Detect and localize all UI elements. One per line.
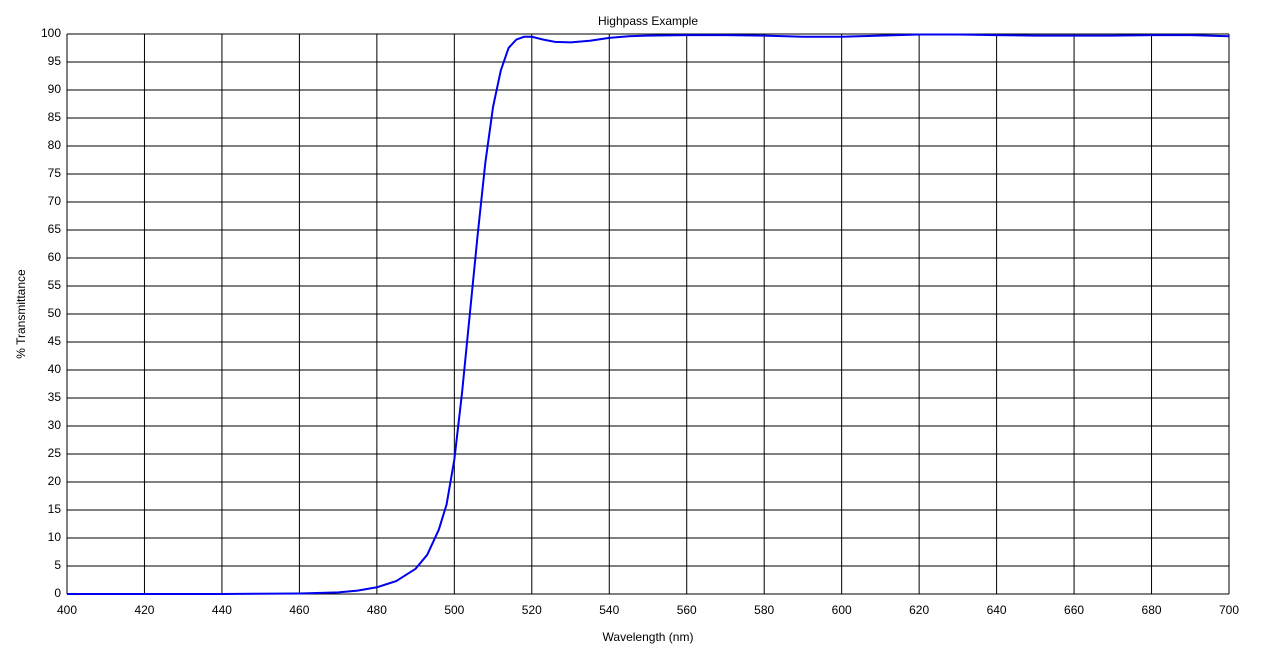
y-tick-label: 35 bbox=[48, 390, 62, 404]
y-tick-label: 90 bbox=[48, 82, 62, 96]
y-tick-label: 40 bbox=[48, 362, 62, 376]
y-tick-label: 75 bbox=[48, 166, 62, 180]
y-axis-label: % Transmittance bbox=[14, 269, 28, 359]
y-tick-label: 25 bbox=[48, 446, 62, 460]
x-tick-label: 500 bbox=[444, 603, 464, 617]
x-tick-label: 680 bbox=[1142, 603, 1162, 617]
y-tick-label: 5 bbox=[54, 558, 61, 572]
y-tick-label: 0 bbox=[54, 586, 61, 600]
x-tick-label: 600 bbox=[832, 603, 852, 617]
x-tick-label: 580 bbox=[754, 603, 774, 617]
x-tick-label: 620 bbox=[909, 603, 929, 617]
x-tick-label: 480 bbox=[367, 603, 387, 617]
x-tick-label: 520 bbox=[522, 603, 542, 617]
x-tick-label: 700 bbox=[1219, 603, 1239, 617]
x-tick-label: 460 bbox=[289, 603, 309, 617]
y-tick-label: 55 bbox=[48, 278, 62, 292]
y-tick-label: 65 bbox=[48, 222, 62, 236]
y-tick-label: 50 bbox=[48, 306, 62, 320]
x-tick-label: 420 bbox=[134, 603, 154, 617]
y-tick-label: 45 bbox=[48, 334, 62, 348]
y-tick-label: 95 bbox=[48, 54, 62, 68]
data-line bbox=[67, 33, 1230, 595]
x-tick-label: 640 bbox=[987, 603, 1007, 617]
y-tick-label: 85 bbox=[48, 110, 62, 124]
x-tick-label: 540 bbox=[599, 603, 619, 617]
y-tick-label: 60 bbox=[48, 250, 62, 264]
x-tick-label: 560 bbox=[677, 603, 697, 617]
chart-title: Highpass Example bbox=[598, 14, 698, 28]
y-tick-label: 100 bbox=[41, 26, 61, 40]
y-tick-label: 10 bbox=[48, 530, 62, 544]
y-tick-label: 30 bbox=[48, 418, 62, 432]
y-tick-label: 15 bbox=[48, 502, 62, 516]
y-tick-label: 70 bbox=[48, 194, 62, 208]
x-axis-label: Wavelength (nm) bbox=[603, 630, 694, 644]
x-tick-label: 660 bbox=[1064, 603, 1084, 617]
y-tick-label: 20 bbox=[48, 474, 62, 488]
y-tick-label: 80 bbox=[48, 138, 62, 152]
x-tick-label: 400 bbox=[57, 603, 77, 617]
x-tick-label: 440 bbox=[212, 603, 232, 617]
